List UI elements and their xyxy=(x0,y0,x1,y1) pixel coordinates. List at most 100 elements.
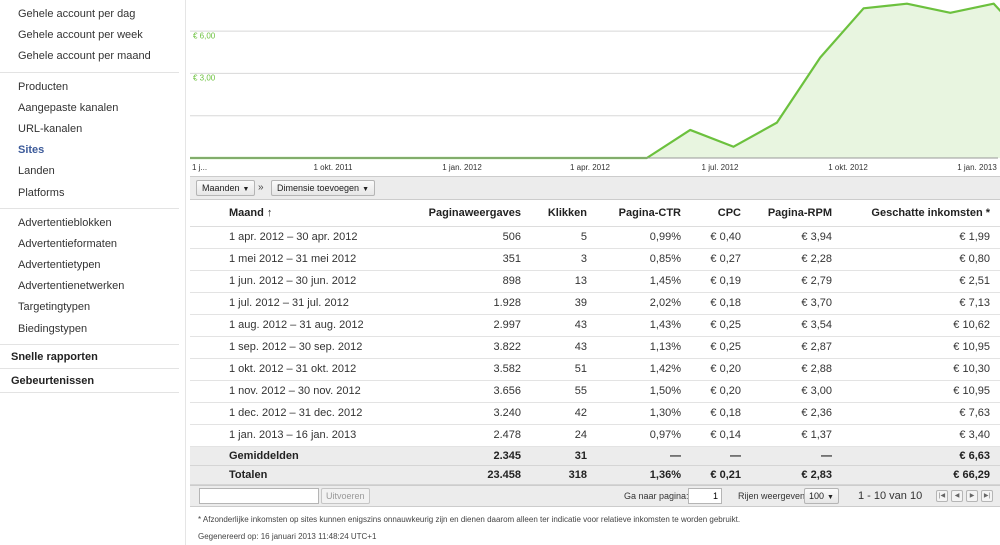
toolbar-separator: » xyxy=(258,182,264,193)
cell-page-rpm: — xyxy=(751,446,842,466)
sidebar-group-ads: Advertentieblokken Advertentieformaten Adv… xyxy=(0,209,179,345)
table-row: 1 okt. 2012 – 31 okt. 2012 3.582 51 1,42% € … xyxy=(190,358,1000,381)
column-header-page-rpm[interactable]: Pagina-RPM xyxy=(751,201,842,227)
cell-page-rpm: € 2,83 xyxy=(751,465,842,485)
cell-page-ctr: 1,45% xyxy=(597,270,691,293)
cell-estimated-earnings: € 66,29 xyxy=(842,465,1000,485)
sidebar-item-gehele-account-per-week[interactable]: Gehele account per week xyxy=(18,29,143,42)
rows-per-page-value: 100 xyxy=(809,491,825,501)
cell-clicks: 24 xyxy=(531,424,597,447)
table-row: 1 jun. 2012 – 30 jun. 2012 898 13 1,45% € 0,… xyxy=(190,270,1000,293)
page-number-input[interactable] xyxy=(688,488,722,504)
cell-estimated-earnings: € 0,80 xyxy=(842,248,1000,271)
add-dimension-label: Dimensie toevoegen xyxy=(277,183,360,193)
cell-page-ctr: 1,42% xyxy=(597,358,691,381)
cell-clicks: 51 xyxy=(531,358,597,381)
cell-pageviews: 898 xyxy=(400,270,531,293)
cell-cpc: € 0,27 xyxy=(691,248,751,271)
chevron-down-icon: ▼ xyxy=(362,186,369,193)
sidebar-item-biedingstypen[interactable]: Biedingstypen xyxy=(18,322,88,335)
x-tick-label: 1 jan. 2013 xyxy=(957,163,997,172)
sidebar-item-advertentienetwerken[interactable]: Advertentienetwerken xyxy=(18,280,125,293)
cell-page-ctr: 1,50% xyxy=(597,380,691,403)
cell-estimated-earnings: € 10,95 xyxy=(842,336,1000,359)
report-table-wrapper: Maand ↑ Paginaweergaves Klikken Pagina-C… xyxy=(190,201,1000,485)
report-sidebar: Gehele account per dag Gehele account per… xyxy=(0,0,186,545)
rows-per-page-select[interactable]: 100 ▼ xyxy=(804,488,839,504)
cell-page-ctr: 0,99% xyxy=(597,226,691,249)
cell-pageviews: 1.928 xyxy=(400,292,531,315)
cell-month: 1 jan. 2013 – 16 jan. 2013 xyxy=(190,424,400,447)
cell-page-ctr: 2,02% xyxy=(597,292,691,315)
cell-cpc: — xyxy=(691,446,751,466)
cell-estimated-earnings: € 10,62 xyxy=(842,314,1000,337)
cell-page-rpm: € 3,94 xyxy=(751,226,842,249)
generated-timestamp: Gegenereerd op: 16 januari 2013 11:48:24… xyxy=(198,532,377,541)
previous-page-button[interactable]: ◀ xyxy=(951,490,963,502)
sidebar-item-advertentieformaten[interactable]: Advertentieformaten xyxy=(18,237,118,250)
cell-page-rpm: € 3,70 xyxy=(751,292,842,315)
cell-clicks: 43 xyxy=(531,336,597,359)
sidebar-group-account: Gehele account per dag Gehele account per… xyxy=(0,0,179,73)
table-row: 1 aug. 2012 – 31 aug. 2012 2.997 43 1,43% € … xyxy=(190,314,1000,337)
sidebar-events[interactable]: Gebeurtenissen xyxy=(0,369,179,393)
cell-clicks: 13 xyxy=(531,270,597,293)
cell-month: 1 sep. 2012 – 30 sep. 2012 xyxy=(190,336,400,359)
run-filter-button[interactable]: Uitvoeren xyxy=(321,488,370,504)
sidebar-item-gehele-account-per-maand[interactable]: Gehele account per maand xyxy=(18,50,151,63)
cell-month: 1 apr. 2012 – 30 apr. 2012 xyxy=(190,226,400,249)
x-tick-label: 1 okt. 2011 xyxy=(314,163,354,172)
column-header-clicks[interactable]: Klikken xyxy=(531,201,597,227)
sidebar-item-advertentieblokken[interactable]: Advertentieblokken xyxy=(18,216,112,229)
chevron-down-icon: ▼ xyxy=(827,494,834,501)
sidebar-item-gehele-account-per-dag[interactable]: Gehele account per dag xyxy=(18,8,136,20)
footnote: * Afzonderlijke inkomsten op sites kunne… xyxy=(198,515,741,524)
cell-month: 1 jun. 2012 – 30 jun. 2012 xyxy=(190,270,400,293)
cell-page-rpm: € 2,88 xyxy=(751,358,842,381)
add-dimension-dropdown[interactable]: Dimensie toevoegen ▼ xyxy=(271,180,375,196)
sidebar-item-landen[interactable]: Landen xyxy=(18,165,55,178)
last-page-button[interactable]: ▶| xyxy=(981,490,993,502)
column-header-pageviews[interactable]: Paginaweergaves xyxy=(400,201,531,227)
column-header-cpc[interactable]: CPC xyxy=(691,201,751,227)
sidebar-item-sites[interactable]: Sites xyxy=(18,144,45,157)
column-header-page-ctr[interactable]: Pagina-CTR xyxy=(597,201,691,227)
cell-estimated-earnings: € 1,99 xyxy=(842,226,1000,249)
cell-clicks: 3 xyxy=(531,248,597,271)
column-header-month[interactable]: Maand ↑ xyxy=(190,201,400,227)
table-row: 1 nov. 2012 – 30 nov. 2012 3.656 55 1,50% € … xyxy=(190,380,1000,403)
sidebar-item-platforms[interactable]: Platforms xyxy=(18,186,65,199)
cell-page-ctr: 1,43% xyxy=(597,314,691,337)
cell-month: 1 nov. 2012 – 30 nov. 2012 xyxy=(190,380,400,403)
table-header-row: Maand ↑ Paginaweergaves Klikken Pagina-C… xyxy=(190,201,1000,227)
filter-input[interactable] xyxy=(199,488,319,504)
sidebar-quick-reports[interactable]: Snelle rapporten xyxy=(0,345,179,369)
sidebar-item-targetingtypen[interactable]: Targetingtypen xyxy=(18,301,91,314)
totals-row: Totalen 23.458 318 1,36% € 0,21 € 2,83 € 66,29 xyxy=(190,465,1000,485)
cell-month: 1 aug. 2012 – 31 aug. 2012 xyxy=(190,314,400,337)
cell-clicks: 42 xyxy=(531,402,597,425)
cell-pageviews: 2.478 xyxy=(400,424,531,447)
sidebar-group-channels: Producten Aangepaste kanalen URL-kanalen Si… xyxy=(0,73,179,209)
cell-cpc: € 0,18 xyxy=(691,402,751,425)
cell-page-ctr: 1,30% xyxy=(597,402,691,425)
sidebar-item-url-kanalen[interactable]: URL-kanalen xyxy=(18,122,83,135)
cell-page-ctr: 0,97% xyxy=(597,424,691,447)
cell-month: 1 okt. 2012 – 31 okt. 2012 xyxy=(190,358,400,381)
sidebar-item-advertentietypen[interactable]: Advertentietypen xyxy=(18,259,101,272)
cell-page-ctr: 1,36% xyxy=(597,465,691,485)
table-row: 1 jul. 2012 – 31 jul. 2012 1.928 39 2,02% € … xyxy=(190,292,1000,315)
table-footer-bar: Uitvoeren Ga naar pagina: Rijen weergeve… xyxy=(190,485,1000,507)
cell-pageviews: 3.240 xyxy=(400,402,531,425)
cell-page-rpm: € 3,54 xyxy=(751,314,842,337)
sidebar-item-aangepaste-kanalen[interactable]: Aangepaste kanalen xyxy=(18,101,119,114)
table-toolbar: Maanden ▼ » Dimensie toevoegen ▼ xyxy=(190,176,1000,200)
period-dropdown[interactable]: Maanden ▼ xyxy=(196,180,256,196)
column-header-estimated-earnings[interactable]: Geschatte inkomsten * xyxy=(842,201,1000,227)
first-page-button[interactable]: |◀ xyxy=(936,490,948,502)
sidebar-item-producten[interactable]: Producten xyxy=(18,80,69,93)
cell-cpc: € 0,21 xyxy=(691,465,751,485)
next-page-button[interactable]: ▶ xyxy=(966,490,978,502)
cell-page-ctr: — xyxy=(597,446,691,466)
cell-cpc: € 0,14 xyxy=(691,424,751,447)
